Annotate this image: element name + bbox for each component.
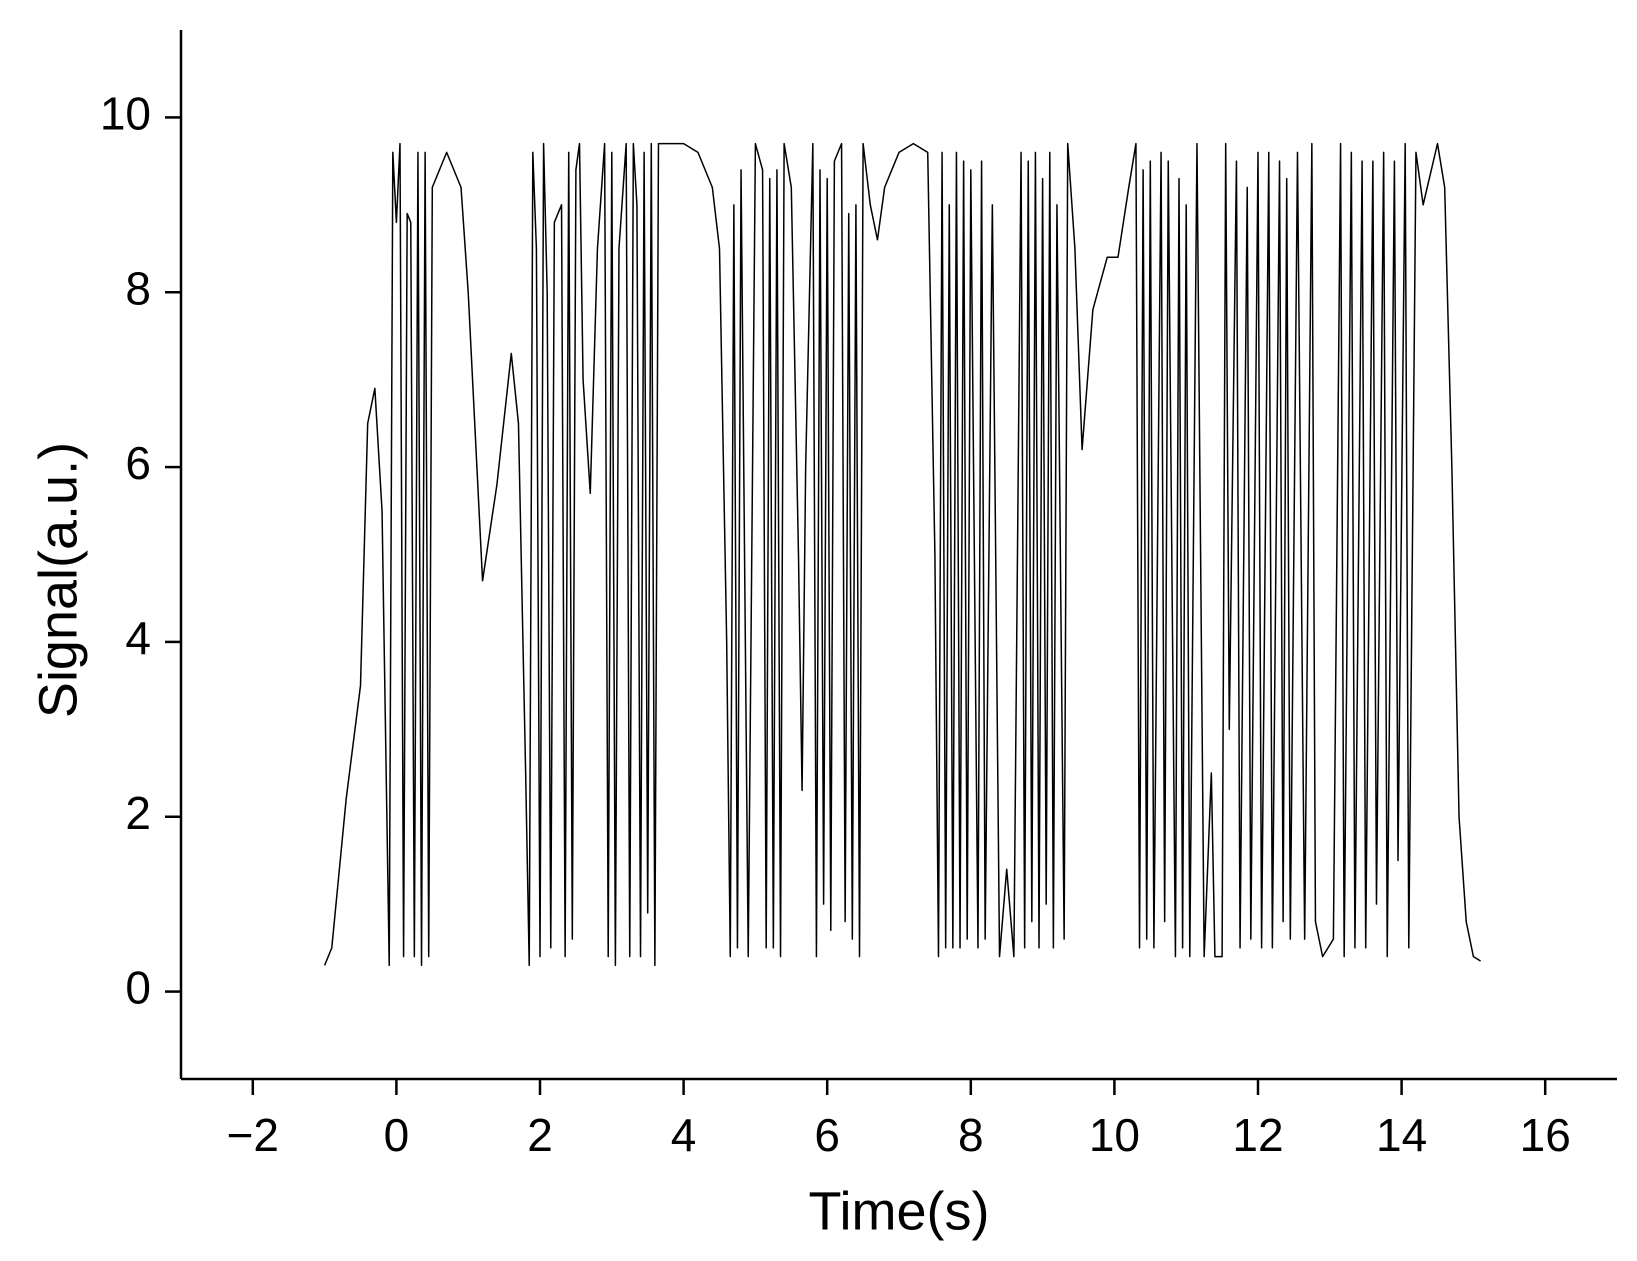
x-tick-label: 12 (1232, 1109, 1283, 1161)
x-tick-label: 8 (958, 1109, 984, 1161)
y-tick-label: 8 (125, 262, 151, 314)
y-tick-label: 2 (125, 787, 151, 839)
x-tick-label: 4 (671, 1109, 697, 1161)
x-tick-label: 0 (384, 1109, 410, 1161)
y-tick-label: 0 (125, 962, 151, 1014)
x-axis-label: Time(s) (809, 1181, 990, 1241)
x-tick-label: 16 (1520, 1109, 1571, 1161)
y-tick-label: 4 (125, 612, 151, 664)
y-tick-label: 10 (100, 88, 151, 140)
x-tick-label: 2 (527, 1109, 553, 1161)
x-tick-label: 14 (1376, 1109, 1427, 1161)
y-tick-label: 6 (125, 437, 151, 489)
x-tick-label: 10 (1089, 1109, 1140, 1161)
y-axis-label: Signal(a.u.) (28, 442, 88, 718)
x-tick-label: 6 (814, 1109, 840, 1161)
signal-line (323, 142, 1481, 967)
x-tick-label: −2 (227, 1109, 279, 1161)
